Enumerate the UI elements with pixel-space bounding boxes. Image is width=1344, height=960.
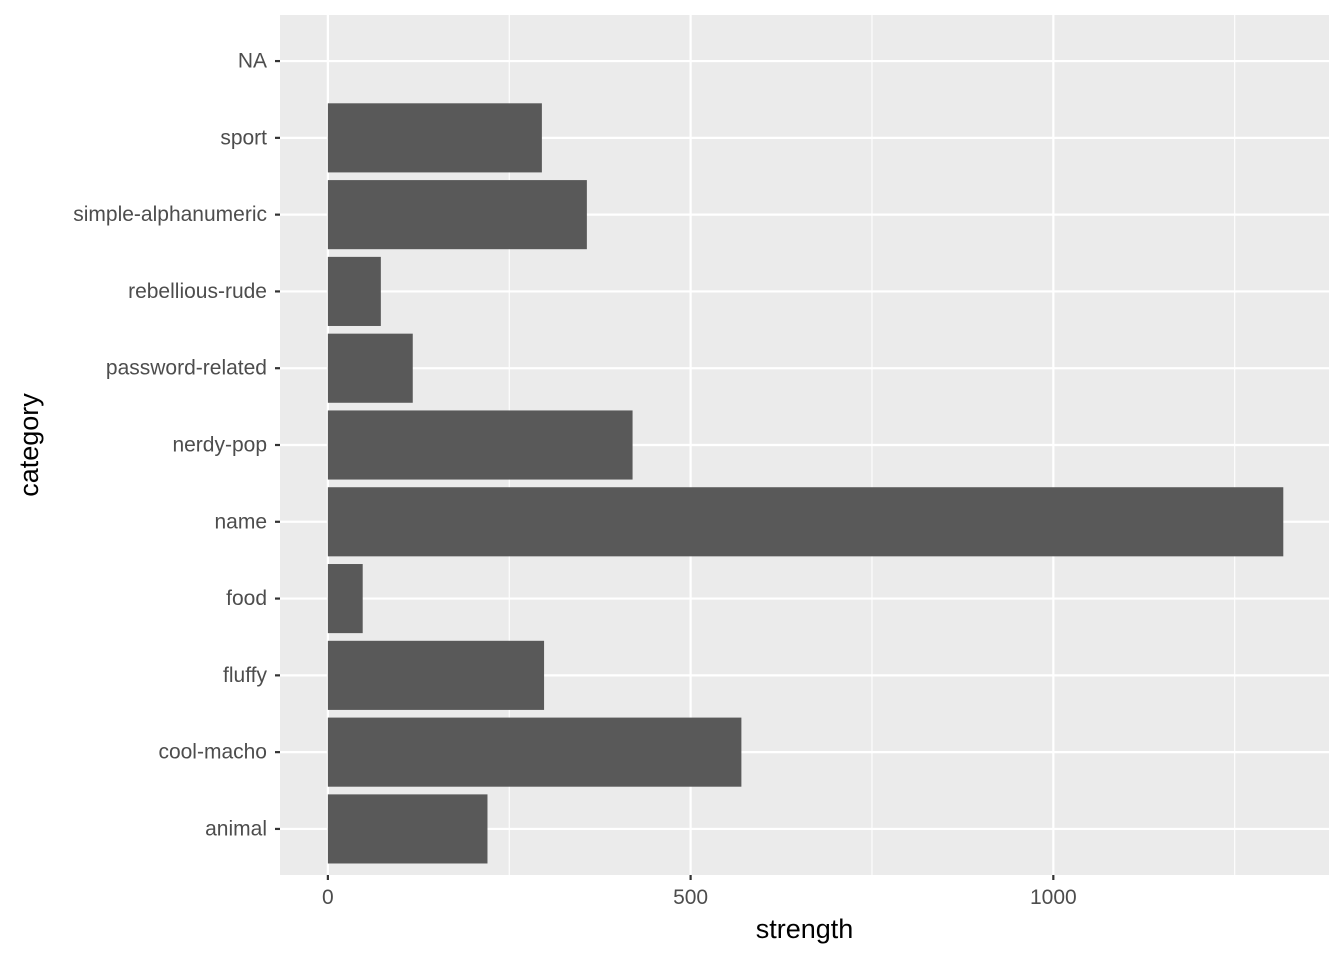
x-tick-label: 500 [673,886,708,909]
y-tick-label: NA [238,50,267,73]
y-tick-label: simple-alphanumeric [73,203,267,226]
y-tick-label: fluffy [223,664,267,687]
y-tick-label: password-related [106,357,267,380]
y-tick-label: nerdy-pop [172,434,267,457]
x-axis-title: strength [756,914,854,944]
y-axis-title: category [14,393,44,497]
bar-animal [327,794,488,864]
y-tick-label: name [214,510,267,533]
y-tick-label: sport [220,126,267,149]
y-tick-label: animal [205,817,267,840]
x-axis: 0 500 1000 [322,875,1077,909]
x-tick-label: 1000 [1030,886,1077,909]
y-tick-label: cool-macho [158,741,267,764]
bar-sport [327,103,542,173]
bar-fluffy [327,640,545,710]
bar-name [327,487,1284,557]
bar-rebellious-rude [327,256,381,326]
bar-food [327,564,363,634]
x-tick-label: 0 [322,886,334,909]
bar-simple-alphanumeric [327,180,587,250]
bar-cool-macho [327,717,742,787]
bar-nerdy-pop [327,410,633,480]
y-axis: animal cool-macho fluffy food name nerdy-pop p… [73,50,280,840]
bars [327,103,1284,864]
y-tick-label: food [226,587,267,610]
y-tick-label: rebellious-rude [128,280,267,303]
bar-password-related [327,333,413,403]
